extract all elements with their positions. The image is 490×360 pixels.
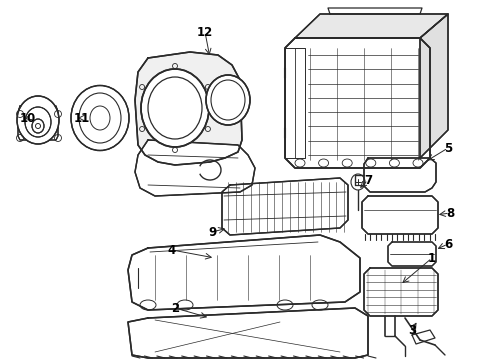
Text: 11: 11 xyxy=(74,112,90,125)
Ellipse shape xyxy=(141,69,209,147)
Text: 9: 9 xyxy=(208,225,216,239)
Polygon shape xyxy=(420,14,448,158)
Text: 12: 12 xyxy=(197,26,213,39)
Polygon shape xyxy=(135,52,242,165)
Text: 5: 5 xyxy=(444,141,452,154)
Text: 6: 6 xyxy=(444,238,452,251)
Polygon shape xyxy=(364,268,438,316)
Polygon shape xyxy=(364,158,436,192)
Text: 3: 3 xyxy=(408,324,416,337)
Ellipse shape xyxy=(206,75,250,125)
Text: 2: 2 xyxy=(171,302,179,315)
Ellipse shape xyxy=(71,86,129,150)
Ellipse shape xyxy=(17,96,59,144)
Polygon shape xyxy=(295,14,448,38)
Polygon shape xyxy=(128,308,368,358)
Text: 8: 8 xyxy=(446,207,454,220)
Polygon shape xyxy=(362,196,438,234)
Polygon shape xyxy=(222,178,348,235)
Polygon shape xyxy=(388,242,436,266)
Polygon shape xyxy=(135,140,255,196)
Text: 7: 7 xyxy=(364,174,372,186)
Text: 1: 1 xyxy=(428,252,436,265)
Polygon shape xyxy=(18,106,58,140)
Text: 4: 4 xyxy=(168,243,176,257)
Polygon shape xyxy=(285,38,430,168)
Polygon shape xyxy=(128,235,360,310)
Text: 10: 10 xyxy=(20,112,36,125)
